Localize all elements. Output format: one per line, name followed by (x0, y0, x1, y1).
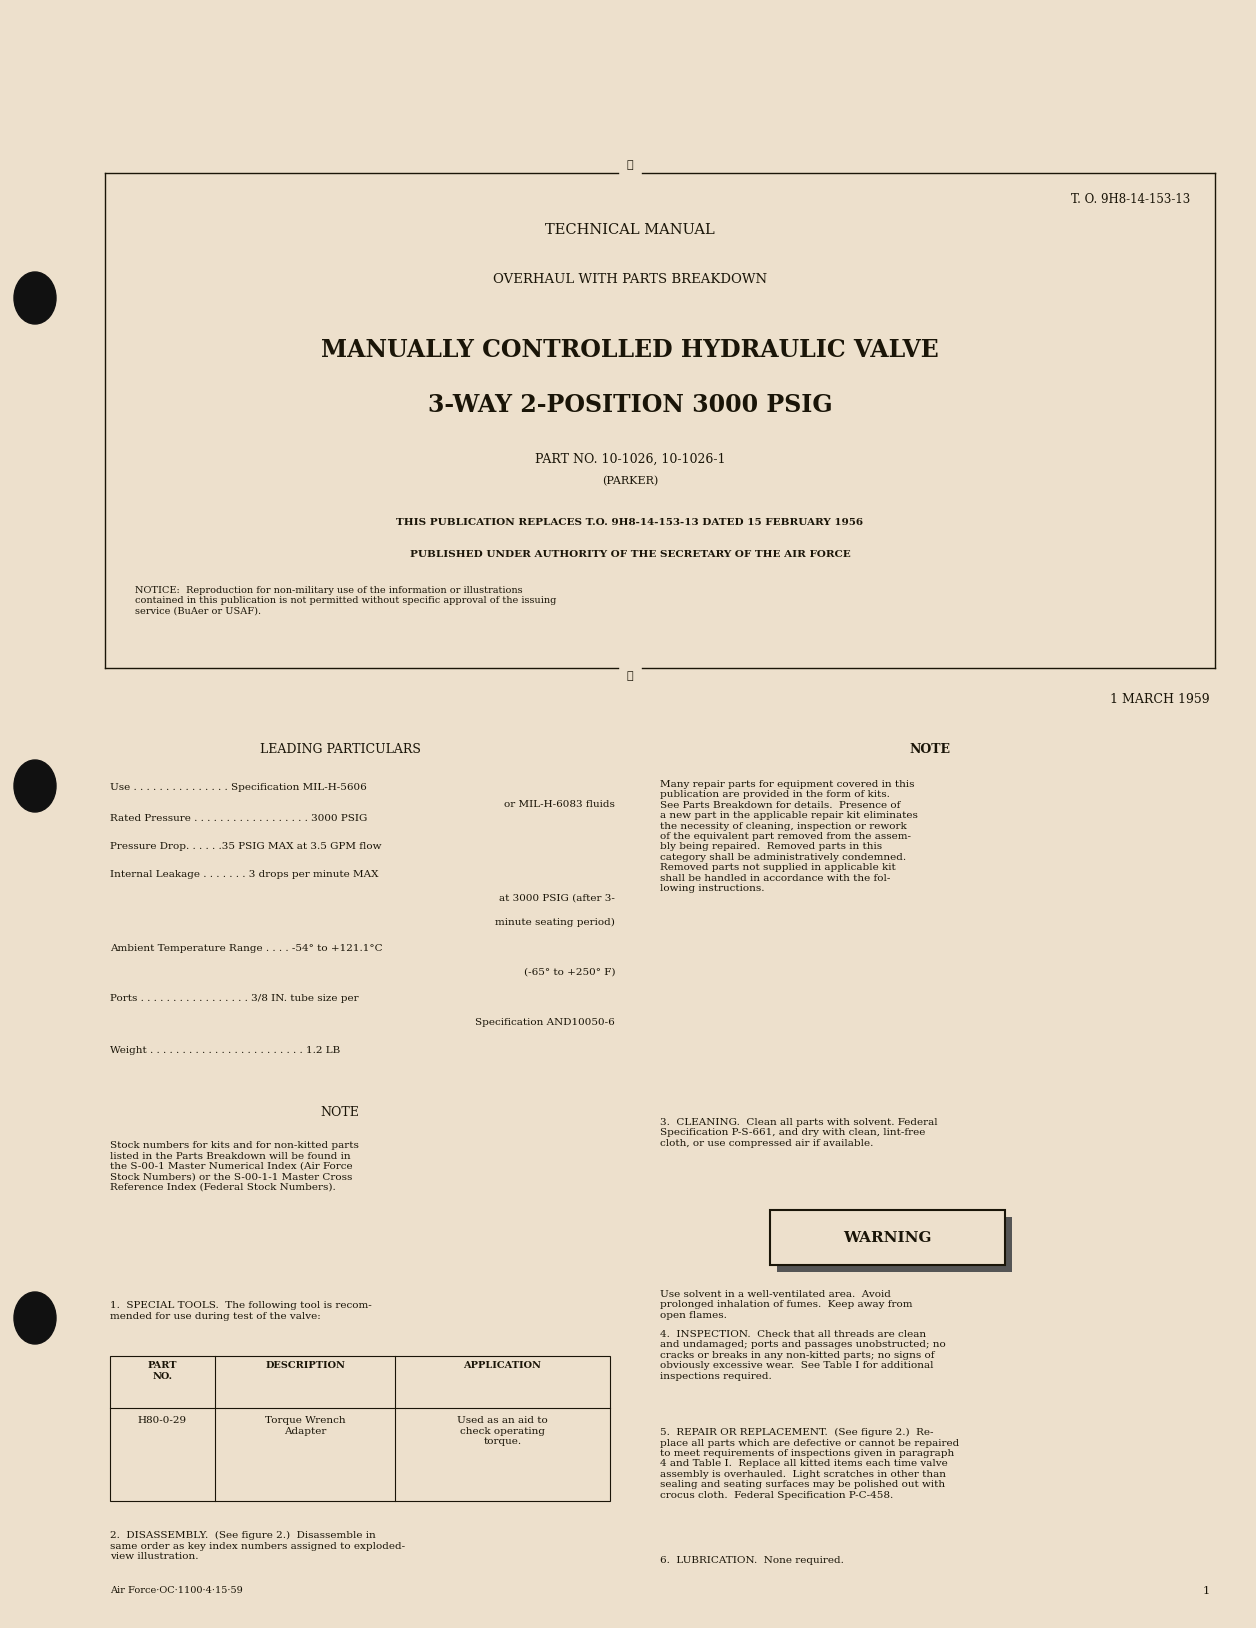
Text: 4.  INSPECTION.  Check that all threads are clean
and undamaged; ports and passa: 4. INSPECTION. Check that all threads ar… (659, 1330, 946, 1381)
Text: NOTE: NOTE (909, 742, 951, 755)
Text: Specification AND10050-6: Specification AND10050-6 (475, 1018, 615, 1027)
Text: Many repair parts for equipment covered in this
publication are provided in the : Many repair parts for equipment covered … (659, 780, 918, 894)
Text: or MIL-H-6083 fluids: or MIL-H-6083 fluids (504, 799, 615, 809)
Text: APPLICATION: APPLICATION (463, 1361, 541, 1371)
Text: 1 MARCH 1959: 1 MARCH 1959 (1110, 694, 1210, 707)
Text: Rated Pressure . . . . . . . . . . . . . . . . . . 3000 PSIG: Rated Pressure . . . . . . . . . . . . .… (111, 814, 367, 822)
Ellipse shape (14, 272, 57, 324)
Text: (PARKER): (PARKER) (602, 475, 658, 487)
Text: Stock numbers for kits and for non-kitted parts
listed in the Parts Breakdown wi: Stock numbers for kits and for non-kitte… (111, 1141, 359, 1192)
Text: at 3000 PSIG (after 3-: at 3000 PSIG (after 3- (499, 894, 615, 902)
Text: 2.  DISASSEMBLY.  (See figure 2.)  Disassemble in
same order as key index number: 2. DISASSEMBLY. (See figure 2.) Disassem… (111, 1532, 406, 1561)
Text: LEADING PARTICULARS: LEADING PARTICULARS (260, 742, 421, 755)
Text: Pressure Drop. . . . . .35 PSIG MAX at 3.5 GPM flow: Pressure Drop. . . . . .35 PSIG MAX at 3… (111, 842, 382, 851)
Text: 3-WAY 2-POSITION 3000 PSIG: 3-WAY 2-POSITION 3000 PSIG (428, 392, 833, 417)
Text: H80-0-29: H80-0-29 (138, 1416, 187, 1424)
Text: 1: 1 (1203, 1586, 1210, 1595)
Text: Torque Wrench
Adapter: Torque Wrench Adapter (265, 1416, 345, 1436)
Text: MANUALLY CONTROLLED HYDRAULIC VALVE: MANUALLY CONTROLLED HYDRAULIC VALVE (322, 339, 939, 361)
Bar (777, 1218, 1012, 1271)
Ellipse shape (14, 760, 57, 812)
Text: minute seating period): minute seating period) (495, 918, 615, 926)
Text: Ports . . . . . . . . . . . . . . . . . 3/8 IN. tube size per: Ports . . . . . . . . . . . . . . . . . … (111, 995, 359, 1003)
Text: NOTE: NOTE (320, 1105, 359, 1118)
Text: Used as an aid to
check operating
torque.: Used as an aid to check operating torque… (457, 1416, 548, 1446)
Text: Ambient Temperature Range . . . . -54° to +121.1°C: Ambient Temperature Range . . . . -54° t… (111, 944, 383, 952)
Bar (770, 1210, 1005, 1265)
Text: WARNING: WARNING (843, 1231, 932, 1244)
Text: PART
NO.: PART NO. (148, 1361, 177, 1381)
Text: Weight . . . . . . . . . . . . . . . . . . . . . . . . 1.2 LB: Weight . . . . . . . . . . . . . . . . .… (111, 1047, 340, 1055)
Text: OVERHAUL WITH PARTS BREAKDOWN: OVERHAUL WITH PARTS BREAKDOWN (492, 274, 767, 287)
Text: Air Force·OC·1100·4·15·59: Air Force·OC·1100·4·15·59 (111, 1586, 242, 1595)
Text: 6.  LUBRICATION.  None required.: 6. LUBRICATION. None required. (659, 1556, 844, 1565)
Text: Use solvent in a well-ventilated area.  Avoid
prolonged inhalation of fumes.  Ke: Use solvent in a well-ventilated area. A… (659, 1289, 913, 1320)
Text: ★: ★ (627, 160, 633, 169)
Text: 3.  CLEANING.  Clean all parts with solvent. Federal
Specification P-S-661, and : 3. CLEANING. Clean all parts with solven… (659, 1118, 938, 1148)
Text: PART NO. 10-1026, 10-1026-1: PART NO. 10-1026, 10-1026-1 (535, 453, 725, 466)
Text: (-65° to +250° F): (-65° to +250° F) (524, 967, 615, 977)
Text: PUBLISHED UNDER AUTHORITY OF THE SECRETARY OF THE AIR FORCE: PUBLISHED UNDER AUTHORITY OF THE SECRETA… (409, 550, 850, 558)
Text: T. O. 9H8-14-153-13: T. O. 9H8-14-153-13 (1071, 194, 1189, 207)
Text: 1.  SPECIAL TOOLS.  The following tool is recom-
mended for use during test of t: 1. SPECIAL TOOLS. The following tool is … (111, 1301, 372, 1320)
Text: TECHNICAL MANUAL: TECHNICAL MANUAL (545, 223, 715, 238)
Text: DESCRIPTION: DESCRIPTION (265, 1361, 345, 1371)
Text: NOTICE:  Reproduction for non-military use of the information or illustrations
c: NOTICE: Reproduction for non-military us… (134, 586, 556, 615)
Text: Use . . . . . . . . . . . . . . . Specification MIL-H-5606: Use . . . . . . . . . . . . . . . Specif… (111, 783, 367, 791)
Text: THIS PUBLICATION REPLACES T.O. 9H8-14-153-13 DATED 15 FEBRUARY 1956: THIS PUBLICATION REPLACES T.O. 9H8-14-15… (397, 518, 864, 527)
Ellipse shape (14, 1293, 57, 1345)
Text: ★: ★ (627, 671, 633, 681)
Bar (111, 1356, 610, 1501)
Text: 5.  REPAIR OR REPLACEMENT.  (See figure 2.)  Re-
place all parts which are defec: 5. REPAIR OR REPLACEMENT. (See figure 2.… (659, 1428, 960, 1499)
Text: Internal Leakage . . . . . . . 3 drops per minute MAX: Internal Leakage . . . . . . . 3 drops p… (111, 869, 378, 879)
